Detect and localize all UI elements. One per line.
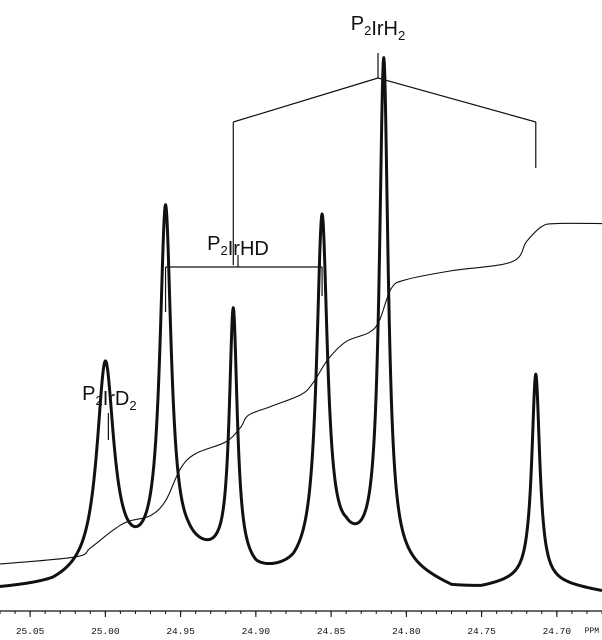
spectrum-trace	[0, 56, 602, 592]
x-tick-label: 24.75	[467, 626, 496, 637]
x-tick-label: 25.05	[16, 626, 45, 637]
integral-trace	[0, 222, 602, 565]
label-p2irhd: P2IrHD	[207, 233, 269, 260]
x-tick-label: 25.00	[91, 626, 120, 637]
plot-area	[0, 56, 602, 592]
x-tick-label: 24.80	[392, 626, 421, 637]
label-p2ird2: P2IrD2	[82, 383, 136, 413]
p2irh2-left-arm	[233, 77, 379, 123]
x-axis: 25.05 25.00 24.95 24.90 24.85 24.80 24.75 24.70…	[0, 610, 602, 637]
x-tick-label: 24.90	[242, 626, 271, 637]
peak-annotations: P2IrD2 P2IrHD P2IrH2	[82, 13, 537, 440]
p2irh2-right-arm	[377, 77, 536, 123]
label-p2irh2: P2IrH2	[351, 13, 405, 43]
x-tick-label: 24.85	[317, 626, 346, 637]
x-tick-label: 24.70	[543, 626, 572, 637]
x-tick-label: 24.95	[166, 626, 195, 637]
x-unit-label: PPM	[585, 627, 600, 636]
